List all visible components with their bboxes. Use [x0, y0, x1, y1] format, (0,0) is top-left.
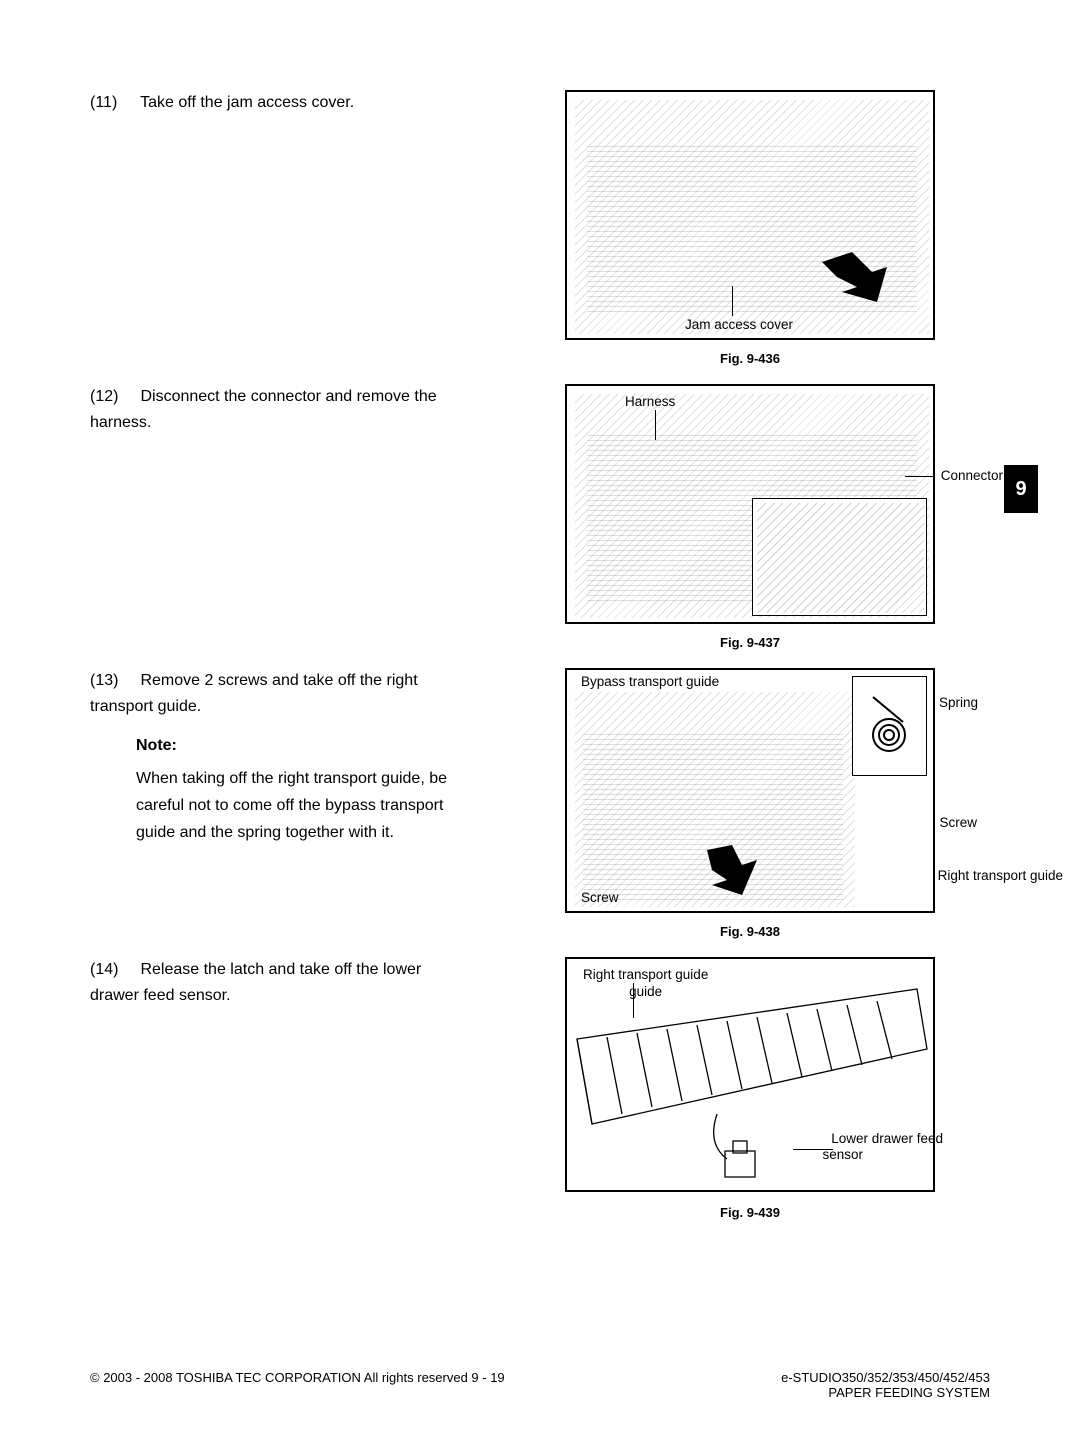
step-14-row: (14) Release the latch and take off the …	[90, 957, 990, 1220]
callout-jam-access-cover: Jam access cover	[685, 317, 793, 332]
spring-icon	[853, 677, 928, 777]
figure-437-col: Harness Connector Fig. 9-437	[470, 384, 990, 650]
note-body: When taking off the right transport guid…	[136, 765, 450, 847]
page-footer: © 2003 - 2008 TOSHIBA TEC CORPORATION Al…	[90, 1370, 990, 1400]
figure-438-col: Bypass transport guide Spring Screw Righ…	[470, 668, 990, 939]
step-11-number: (11)	[90, 90, 136, 116]
callout-screw-right: Screw	[939, 815, 977, 830]
step-13-text: (13) Remove 2 screws and take off the ri…	[90, 668, 470, 939]
step-14-text: (14) Release the latch and take off the …	[90, 957, 470, 1220]
callout-bypass-transport-guide: Bypass transport guide	[581, 674, 719, 689]
figure-439: Right transport guideguide Lower drawer …	[565, 957, 935, 1192]
footer-left: © 2003 - 2008 TOSHIBA TEC CORPORATION Al…	[90, 1370, 505, 1400]
footer-model: e-STUDIO350/352/353/450/452/453	[781, 1370, 990, 1385]
figure-436-col: Jam access cover Fig. 9-436	[470, 90, 990, 366]
leader-line	[793, 1149, 833, 1150]
callout-right-transport-guide: Right transport guide	[938, 868, 1063, 883]
step-14-number: (14)	[90, 957, 136, 983]
step-12-row: (12) Disconnect the connector and remove…	[90, 384, 990, 650]
note-label: Note:	[136, 733, 450, 759]
callout-lower-drawer-feed-sensor-l1: Lower drawer feed	[831, 1131, 943, 1146]
step-13-number: (13)	[90, 668, 136, 694]
figure-439-col: Right transport guideguide Lower drawer …	[470, 957, 990, 1220]
step-11-text: (11) Take off the jam access cover.	[90, 90, 470, 366]
step-11-body: Take off the jam access cover.	[140, 94, 354, 111]
callout-harness: Harness	[625, 394, 675, 409]
leader-line	[633, 983, 634, 1018]
step-11-row: (11) Take off the jam access cover. Jam …	[90, 90, 990, 366]
footer-section: PAPER FEEDING SYSTEM	[781, 1385, 990, 1400]
figure-436-caption: Fig. 9-436	[470, 351, 1030, 366]
figure-437-caption: Fig. 9-437	[470, 635, 1030, 650]
step-12-text: (12) Disconnect the connector and remove…	[90, 384, 470, 650]
direction-arrow-icon	[817, 247, 897, 317]
step-12-body: Disconnect the connector and remove the …	[90, 388, 437, 431]
leader-line	[905, 476, 935, 477]
step-12-number: (12)	[90, 384, 136, 410]
figure-438: Bypass transport guide Spring Screw Righ…	[565, 668, 935, 913]
page-body: (11) Take off the jam access cover. Jam …	[0, 0, 1080, 1268]
figure-437: Harness Connector	[565, 384, 935, 624]
figure-439-caption: Fig. 9-439	[470, 1205, 1030, 1220]
leader-line	[655, 410, 656, 440]
step-13-row: (13) Remove 2 screws and take off the ri…	[90, 668, 990, 939]
direction-arrow-icon	[697, 845, 767, 905]
footer-right: e-STUDIO350/352/353/450/452/453 PAPER FE…	[781, 1370, 990, 1400]
callout-right-transport-guide: Right transport guideguide	[583, 967, 708, 1001]
figure-438-caption: Fig. 9-438	[470, 924, 1030, 939]
callout-connector: Connector	[941, 468, 1003, 483]
leader-line	[732, 286, 733, 316]
figure-436: Jam access cover	[565, 90, 935, 340]
section-tab: 9	[1004, 465, 1038, 513]
step-13-body: Remove 2 screws and take off the right t…	[90, 672, 418, 715]
step-14-body: Release the latch and take off the lower…	[90, 961, 421, 1004]
callout-spring: Spring	[939, 695, 978, 710]
callout-screw-left: Screw	[581, 890, 619, 905]
